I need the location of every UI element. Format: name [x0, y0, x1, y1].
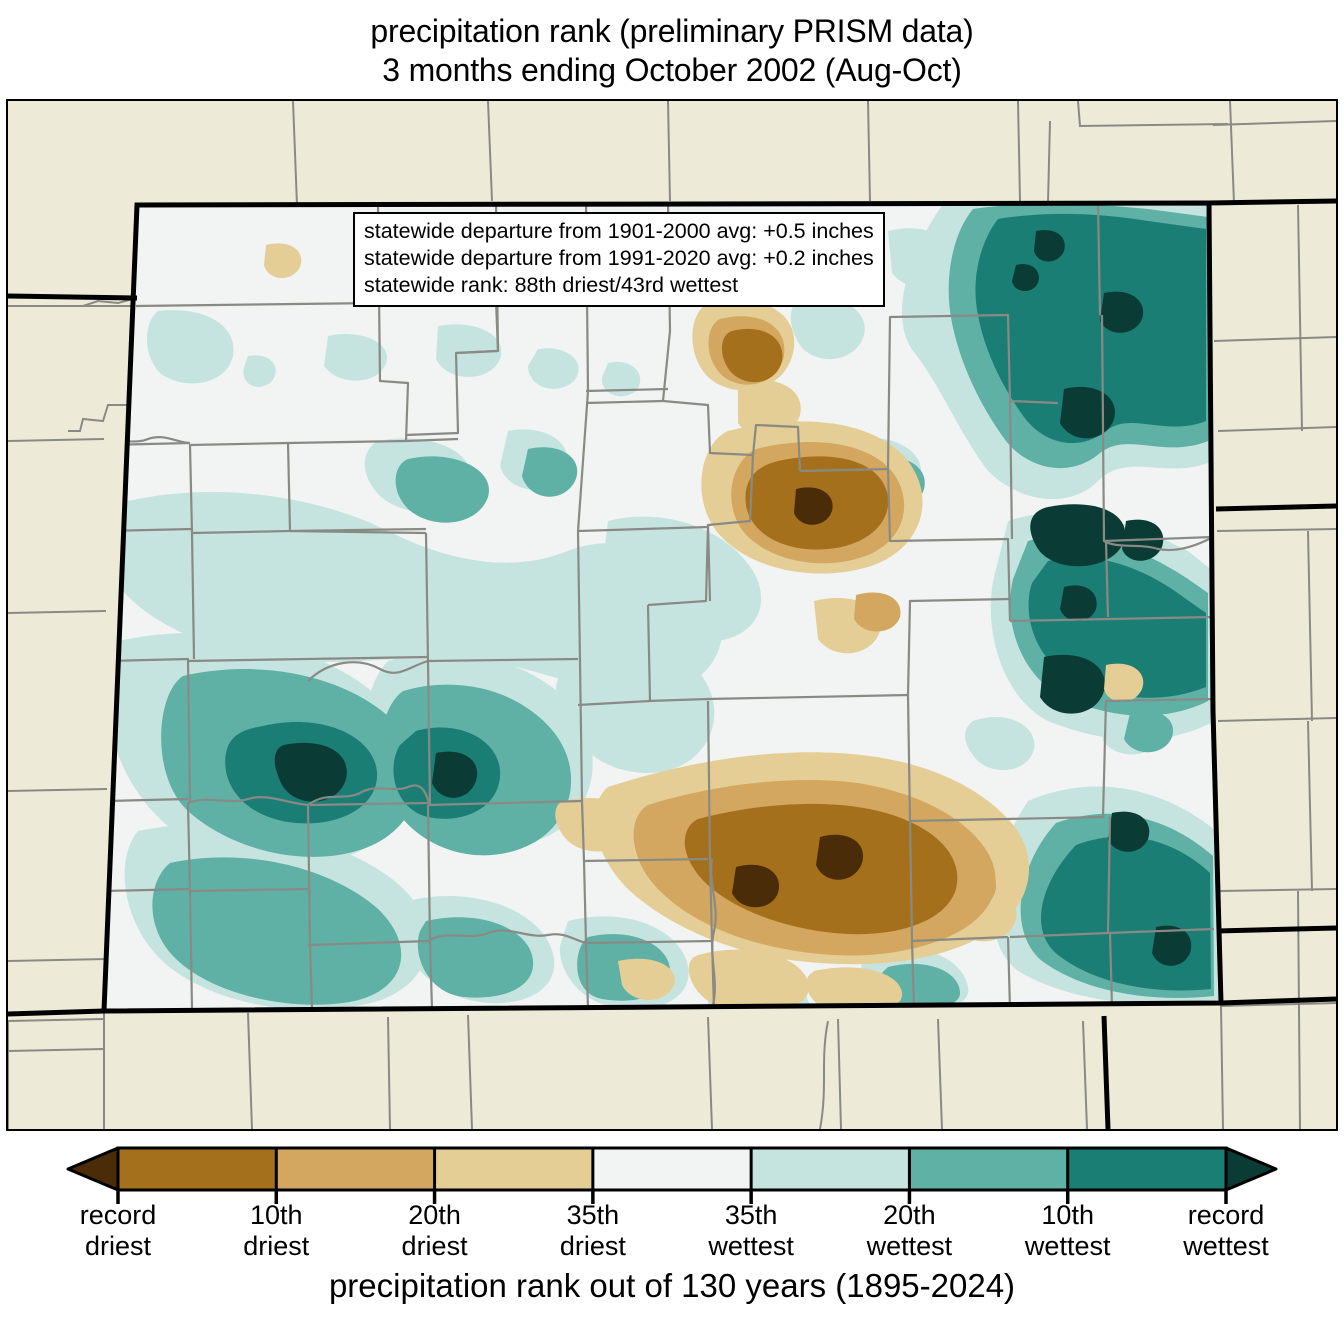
stat-line-1: statewide departure from 1901-2000 avg: … — [364, 219, 874, 243]
colorbar-band-2 — [276, 1148, 436, 1190]
colorbar-outline — [116, 1146, 1228, 1192]
colorbar-band-6 — [909, 1148, 1069, 1190]
colorbar-label-4-bottom: driest — [559, 1231, 626, 1261]
colorbar-band-7 — [1067, 1148, 1227, 1190]
colorbar-label-5-top: 35th — [724, 1200, 778, 1230]
colorado-state-border — [101, 200, 1224, 1014]
colorbar-band-3 — [434, 1148, 594, 1190]
band-record-driest — [732, 487, 864, 908]
colorbar-label-1: record driest — [80, 1200, 157, 1262]
colorbar-label-3-top: 20th — [408, 1200, 461, 1230]
colorbar-label-3: 20th driest — [402, 1200, 468, 1262]
stat-line-3: statewide rank: 88th driest/43rd wettest — [364, 273, 739, 297]
colorbar-label-6-top: 20th — [883, 1200, 936, 1230]
colorbar-band-1 — [118, 1148, 277, 1190]
colorbar-label-4: 35th driest — [560, 1200, 626, 1262]
map-panel: statewide departure from 1901-2000 avg: … — [6, 99, 1338, 1131]
colorado-irregular-boundaries — [104, 435, 1214, 1010]
colorbar-ticks — [116, 1190, 1228, 1204]
colorbar-label-8-bottom: wettest — [1183, 1231, 1269, 1261]
colorbar-caption: precipitation rank out of 130 years (189… — [328, 1267, 1016, 1304]
colorbar-label-5-bottom: wettest — [708, 1231, 794, 1261]
colorbar-label-8-top: record — [1187, 1200, 1265, 1230]
colorbar-band-4 — [592, 1148, 752, 1190]
colorbar-label-2-bottom: driest — [243, 1231, 310, 1261]
colorbar-arrow-left — [66, 1146, 120, 1192]
title-line-1: precipitation rank (preliminary PRISM da… — [370, 13, 974, 49]
colorbar-label-7-bottom: wettest — [1024, 1231, 1111, 1261]
band-record-wettest — [274, 230, 1192, 966]
colorbar-tick-labels: record driest 10th driest 20th driest 35th drie… — [0, 1200, 1344, 1270]
stat-line-2: statewide departure from 1991-2020 avg: … — [364, 246, 874, 270]
colorbar-label-4-top: 35th — [566, 1200, 620, 1230]
colorbar-label-2: 10th driest — [243, 1200, 309, 1262]
colorbar-band-group — [66, 1146, 1278, 1192]
title-line-2: 3 months ending October 2002 (Aug-Oct) — [382, 52, 962, 88]
colorbar-swatches — [66, 1146, 1278, 1204]
page-title: precipitation rank (preliminary PRISM da… — [0, 0, 1344, 96]
colorbar-label-2-top: 10th — [250, 1200, 303, 1230]
statistics-box: statewide departure from 1901-2000 avg: … — [353, 212, 885, 307]
colorbar-label-1-bottom: driest — [84, 1231, 152, 1261]
neighbor-state-borders — [8, 198, 1336, 1129]
colorbar-band-5 — [751, 1148, 910, 1190]
colorbar-label-1-top: record — [79, 1200, 157, 1230]
colorbar-label-6: 20th wettest — [867, 1200, 953, 1262]
colorbar-label-8: record wettest — [1183, 1200, 1269, 1262]
colorbar-arrow-right — [1224, 1146, 1278, 1192]
colorbar-label-5: 35th wettest — [708, 1200, 794, 1262]
colorbar-legend: record driest 10th driest 20th driest 35th drie… — [0, 1140, 1344, 1332]
colorbar-label-7-top: 10th — [1041, 1200, 1094, 1230]
colorbar-label-7: 10th wettest — [1025, 1200, 1111, 1262]
colorado-interior — [104, 203, 1221, 1011]
colorbar-label-6-bottom: wettest — [866, 1231, 953, 1261]
colorbar-label-3-bottom: driest — [401, 1231, 468, 1261]
